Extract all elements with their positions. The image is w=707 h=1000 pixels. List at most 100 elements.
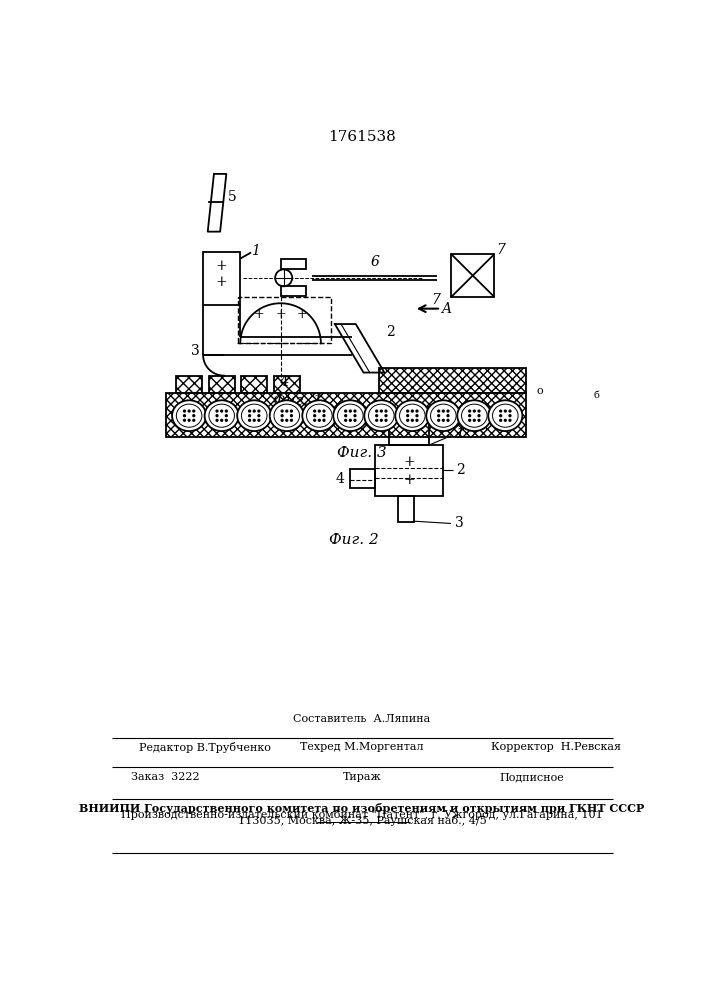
Bar xyxy=(209,376,235,393)
Circle shape xyxy=(416,410,418,412)
Ellipse shape xyxy=(303,400,337,431)
Text: A: A xyxy=(441,302,452,316)
Circle shape xyxy=(216,419,218,421)
Text: б: б xyxy=(594,391,600,400)
Circle shape xyxy=(509,415,511,417)
Circle shape xyxy=(438,415,440,417)
Circle shape xyxy=(226,415,227,417)
Ellipse shape xyxy=(431,404,456,427)
Text: 3: 3 xyxy=(191,344,199,358)
Text: Вид A: Вид A xyxy=(421,406,469,420)
Circle shape xyxy=(349,410,351,412)
Circle shape xyxy=(345,410,346,412)
Circle shape xyxy=(443,410,444,412)
Circle shape xyxy=(447,415,449,417)
Text: +: + xyxy=(297,308,308,321)
Circle shape xyxy=(281,419,283,421)
Ellipse shape xyxy=(237,400,271,431)
Circle shape xyxy=(184,419,185,421)
Circle shape xyxy=(375,419,378,421)
Circle shape xyxy=(184,410,185,412)
Ellipse shape xyxy=(493,404,518,427)
Circle shape xyxy=(193,419,194,421)
Bar xyxy=(238,297,331,343)
Text: +: + xyxy=(216,259,228,273)
Circle shape xyxy=(226,419,227,421)
Circle shape xyxy=(249,410,250,412)
Bar xyxy=(166,393,526,437)
Circle shape xyxy=(345,415,346,417)
Circle shape xyxy=(226,410,227,412)
Circle shape xyxy=(416,415,418,417)
Ellipse shape xyxy=(462,404,487,427)
Text: 5: 5 xyxy=(228,190,236,204)
Text: 1: 1 xyxy=(455,427,464,441)
Bar xyxy=(351,469,375,488)
Text: Фиг. 3: Фиг. 3 xyxy=(337,446,387,460)
Circle shape xyxy=(253,410,255,412)
Circle shape xyxy=(474,419,475,421)
Text: Тираж: Тираж xyxy=(343,772,381,782)
Text: 1: 1 xyxy=(250,244,259,258)
Ellipse shape xyxy=(399,404,425,427)
Circle shape xyxy=(286,410,288,412)
Circle shape xyxy=(411,410,414,412)
Ellipse shape xyxy=(364,400,398,431)
Circle shape xyxy=(253,419,255,421)
Circle shape xyxy=(291,419,293,421)
Circle shape xyxy=(509,410,511,412)
Text: о: о xyxy=(536,386,543,396)
Circle shape xyxy=(314,410,315,412)
Circle shape xyxy=(385,415,387,417)
Circle shape xyxy=(188,419,190,421)
Ellipse shape xyxy=(241,404,267,427)
Text: ВНИИПИ Государственного комитета по изобретениям и открытиям при ГКНТ СССР: ВНИИПИ Государственного комитета по изоб… xyxy=(79,803,645,814)
Circle shape xyxy=(438,419,440,421)
Circle shape xyxy=(478,419,480,421)
Text: 2: 2 xyxy=(386,325,395,339)
Text: 7: 7 xyxy=(431,293,440,307)
Circle shape xyxy=(221,410,223,412)
Circle shape xyxy=(504,410,506,412)
Ellipse shape xyxy=(204,400,239,431)
Bar xyxy=(241,376,267,393)
Bar xyxy=(274,376,300,393)
Circle shape xyxy=(258,415,259,417)
Circle shape xyxy=(469,410,471,412)
Circle shape xyxy=(318,410,320,412)
Text: 113035, Москва, Ж-35, Раушская наб., 4/5: 113035, Москва, Ж-35, Раушская наб., 4/5 xyxy=(238,815,486,826)
Ellipse shape xyxy=(457,400,491,431)
Circle shape xyxy=(323,415,325,417)
Circle shape xyxy=(478,410,480,412)
Circle shape xyxy=(193,415,194,417)
Bar xyxy=(389,420,429,445)
Text: +: + xyxy=(404,455,415,469)
Text: Производственно-издательский комбинат "Патент", г. Ужгород, ул.Гагарина, 101: Производственно-издательский комбинат "П… xyxy=(121,809,603,820)
Circle shape xyxy=(407,419,409,421)
Bar xyxy=(451,254,494,297)
Ellipse shape xyxy=(274,404,300,427)
Bar xyxy=(281,259,306,269)
Circle shape xyxy=(258,419,259,421)
Circle shape xyxy=(500,419,501,421)
Ellipse shape xyxy=(172,400,206,431)
Bar xyxy=(379,368,526,393)
Circle shape xyxy=(375,410,378,412)
Ellipse shape xyxy=(209,404,235,427)
Circle shape xyxy=(407,410,409,412)
Circle shape xyxy=(354,419,356,421)
Text: Заказ  3222: Заказ 3222 xyxy=(131,772,199,782)
Circle shape xyxy=(318,419,320,421)
Circle shape xyxy=(478,415,480,417)
Circle shape xyxy=(469,415,471,417)
Text: +: + xyxy=(404,473,415,487)
Text: 2: 2 xyxy=(457,463,465,477)
Circle shape xyxy=(443,419,444,421)
Bar xyxy=(203,252,240,305)
Bar xyxy=(176,376,202,393)
Circle shape xyxy=(249,419,250,421)
Circle shape xyxy=(354,410,356,412)
Circle shape xyxy=(345,419,346,421)
Circle shape xyxy=(314,419,315,421)
Circle shape xyxy=(380,419,382,421)
